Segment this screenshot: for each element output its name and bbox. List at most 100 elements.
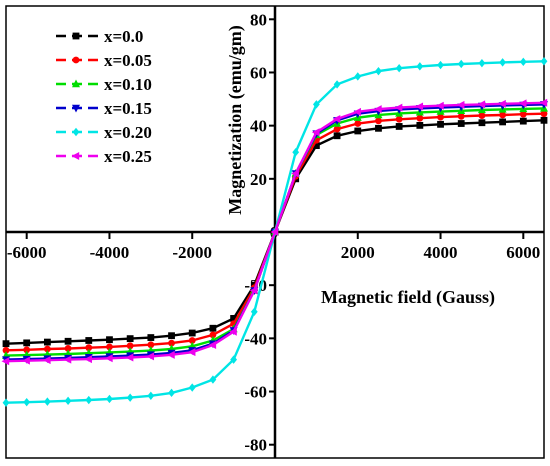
legend-item: x=0.05 [56,51,152,70]
labels-layer: Magnetic field (Gauss) Magnetization (em… [225,25,495,308]
data-point [415,102,424,111]
data-point [2,346,10,354]
data-point [395,115,403,123]
legend-marker [71,152,80,160]
data-point [125,353,134,362]
data-point [229,327,237,336]
data-point [436,101,444,110]
legend-marker [72,127,80,137]
data-point [437,113,444,121]
data-point [540,57,548,66]
legend-label: x=0.25 [104,147,152,166]
legend-marker [72,104,80,113]
data-point [209,331,217,339]
data-point [540,116,548,124]
legend-item: x=0.15 [56,99,152,118]
data-point [187,348,196,357]
data-point [354,127,362,135]
data-point [230,315,238,322]
data-point [437,60,444,70]
data-point [106,343,113,351]
y-axis-title: Magnetization (emu/gm) [225,25,246,214]
data-point [42,356,51,365]
data-point [457,112,465,120]
data-point [63,355,72,364]
legend-item: x=0.25 [56,147,152,166]
data-point [354,72,362,81]
data-point [375,66,382,76]
data-point [208,341,217,349]
data-point [456,100,465,109]
data-point [168,332,175,340]
data-point [188,337,196,344]
data-point [85,395,93,405]
data-point [437,120,444,128]
data-point [499,118,507,126]
data-point [85,344,93,352]
data-point [43,345,51,353]
data-point [312,142,320,149]
legend-item: x=0.10 [56,75,152,94]
data-point [43,338,51,346]
data-point [539,98,548,107]
data-point [394,103,403,112]
data-point [478,58,486,68]
data-point [209,375,217,384]
legend-marker [72,79,80,88]
data-point [22,356,30,365]
data-point [126,342,134,350]
data-point [292,148,300,157]
data-point [64,345,72,352]
data-point [147,391,155,400]
data-point [106,394,113,404]
y-tick-label: 40 [250,117,267,136]
data-point [519,117,527,125]
data-point [498,99,506,108]
data-point [477,100,486,109]
x-axis-title: Magnetic field (Gauss) [321,287,495,308]
data-point [250,307,258,316]
data-point [333,80,341,89]
data-point [23,397,31,407]
data-point [168,388,175,398]
x-tick-label: -6000 [7,243,47,262]
data-point [395,64,403,73]
data-point [291,169,299,178]
legend-label: x=0.0 [104,27,143,46]
data-point [457,120,465,127]
y-tick-label: -40 [244,329,267,348]
data-point [1,357,10,366]
y-tick-label: 80 [250,10,267,29]
data-point [312,100,320,109]
legend-item: x=0.0 [56,27,143,46]
series-layer [1,57,548,407]
data-point [270,228,279,236]
x-tick-label: 4000 [424,243,458,262]
data-point [540,110,548,118]
legend: x=0.0 x=0.05 x=0.10 x=0.15 x=0.20 x=0.25 [56,27,152,166]
data-point [354,120,362,127]
data-point [353,107,361,116]
data-point [2,398,10,407]
data-point [230,355,238,364]
data-point [373,105,382,114]
data-point [126,335,134,343]
x-tick-label: -2000 [172,243,212,262]
data-point [519,110,527,118]
data-point [478,112,486,119]
y-tick-label: 60 [250,63,267,82]
data-point [209,324,217,332]
data-point [416,121,424,129]
axes-layer: -6000-4000-20002000400060000-80-60-40-20… [6,6,544,458]
data-point [375,117,382,125]
data-point [499,58,507,67]
data-point [416,114,424,122]
data-point [23,346,31,354]
data-point [332,115,341,123]
data-point [395,123,403,130]
x-tick-label: 6000 [506,243,540,262]
data-point [333,125,341,133]
data-point [147,334,155,341]
legend-marker [72,56,80,64]
